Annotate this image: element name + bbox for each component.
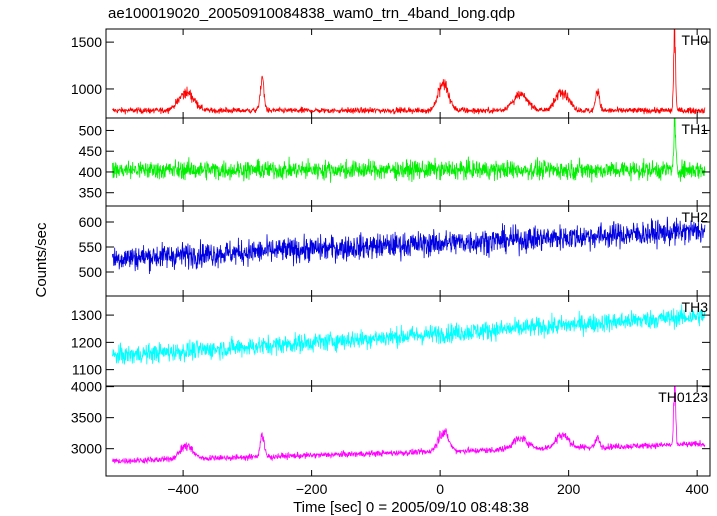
series-label-th0: TH0 xyxy=(682,32,709,48)
y-tick-label: 1500 xyxy=(71,34,102,50)
y-tick-label: 350 xyxy=(79,185,103,201)
panel-th2: 500 550 600 TH2 xyxy=(79,205,711,297)
y-tick-label: 1000 xyxy=(71,81,102,97)
series-label-th1: TH1 xyxy=(682,121,709,137)
y-tick-label: 550 xyxy=(79,239,103,255)
y-tick-label: 4000 xyxy=(71,379,102,395)
series-label-th2: TH2 xyxy=(682,209,709,225)
panel-th0: 1000 1500 TH0 xyxy=(71,28,711,119)
y-tick-label: 600 xyxy=(79,214,103,230)
x-tick-label: 400 xyxy=(685,481,709,497)
panel-th0123: 3000 3500 4000 TH0123 xyxy=(71,379,711,477)
series-label-th3: TH3 xyxy=(682,299,709,315)
y-tick-label: 1100 xyxy=(72,362,102,378)
x-axis-label: Time [sec] 0 = 2005/09/10 08:48:38 xyxy=(293,499,529,516)
y-tick-label: 450 xyxy=(79,143,103,159)
y-tick-label: 3000 xyxy=(71,441,102,457)
panel-th1: 350 400 450 500 TH1 xyxy=(79,117,711,207)
chart-title: ae100019020_20050910084838_wam0_trn_4ban… xyxy=(108,5,515,22)
y-tick-label: 1200 xyxy=(71,334,102,350)
y-tick-label: 400 xyxy=(79,164,103,180)
panel-th3: 1100 1200 1300 TH3 xyxy=(71,295,711,387)
y-axis-label: Counts/sec xyxy=(33,222,50,298)
y-tick-label: 500 xyxy=(79,264,103,280)
series-line-th3 xyxy=(112,304,706,366)
x-tick-label: 200 xyxy=(557,481,581,497)
x-tick-label: 0 xyxy=(436,481,444,497)
series-line-th1 xyxy=(112,118,706,183)
series-label-th0123: TH0123 xyxy=(658,389,708,405)
panel-stack: 1000 1500 TH0 350 400 450 500 TH1 500 550 600 TH2 11… xyxy=(71,28,711,477)
x-tick-label: −200 xyxy=(296,481,328,497)
panel-frame xyxy=(105,117,711,207)
series-line-th0 xyxy=(112,29,706,115)
series-line-th0123 xyxy=(112,386,706,465)
y-tick-label: 500 xyxy=(79,122,103,138)
x-tick-label: −400 xyxy=(167,481,199,497)
y-tick-label: 1300 xyxy=(71,307,102,323)
y-tick-label: 3500 xyxy=(71,410,102,426)
panel-frame xyxy=(105,28,711,119)
x-axis: −400 −200 0 200 400 xyxy=(167,481,709,497)
panel-frame xyxy=(105,385,711,477)
series-line-th2 xyxy=(112,216,706,275)
